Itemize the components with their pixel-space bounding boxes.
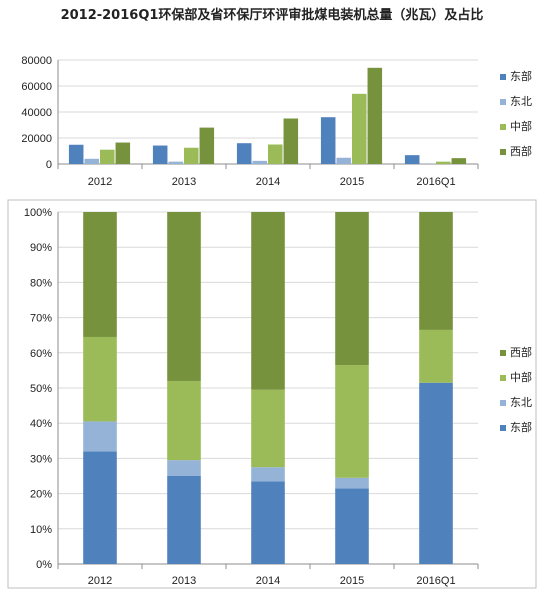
total-legend-swatch [500, 74, 506, 80]
total-legend-swatch [500, 124, 506, 130]
total-bar [268, 144, 283, 164]
total-bar [236, 143, 252, 164]
total-legend-label: 西部 [510, 144, 532, 158]
total-bar [199, 127, 215, 164]
share-legend-label: 中部 [510, 370, 532, 384]
share-bar [167, 380, 201, 461]
total-bar [336, 157, 351, 164]
share-x-tick-label: 2014 [256, 575, 280, 587]
total-bar [100, 149, 115, 164]
total-bar [320, 117, 336, 164]
total-y-tick-label: 40000 [21, 107, 52, 119]
share-bar [251, 212, 285, 390]
share-legend-label: 东北 [510, 396, 532, 409]
share-bar [419, 212, 453, 330]
share-y-tick-label: 50% [30, 383, 52, 395]
share-bar [335, 365, 369, 478]
total-bar [68, 144, 84, 164]
share-x-tick-label: 2016Q1 [416, 575, 455, 587]
chart-frame [7, 199, 537, 589]
share-y-tick-label: 100% [24, 207, 52, 219]
share-bar [83, 212, 117, 337]
total-x-tick-label: 2013 [172, 176, 196, 188]
total-bar [451, 158, 467, 164]
total-bar [84, 158, 99, 164]
total-y-tick-label: 0 [46, 159, 52, 171]
total-bar [184, 147, 199, 164]
share-bar [83, 451, 117, 564]
share-bar [167, 460, 201, 476]
total-legend-swatch [500, 99, 506, 105]
chart-title: 2012-2016Q1环保部及省环保厅环评审批煤电装机总量（兆瓦）及占比 [60, 8, 484, 23]
total-y-tick-label: 80000 [21, 55, 52, 67]
total-legend-label: 东部 [510, 69, 532, 83]
total-bar [252, 160, 267, 164]
total-bar [168, 161, 183, 164]
total-bar [283, 118, 299, 164]
share-x-tick-label: 2015 [340, 575, 364, 587]
share-bar [335, 488, 369, 564]
share-bar [419, 382, 453, 564]
total-x-tick-label: 2015 [340, 176, 364, 188]
share-legend-swatch [500, 375, 506, 381]
share-legend-swatch [500, 350, 506, 356]
share-y-tick-label: 60% [30, 348, 52, 360]
total-legend-swatch [500, 149, 506, 155]
share-y-tick-label: 90% [30, 242, 52, 254]
total-legend-label: 中部 [510, 119, 532, 133]
share-bar [167, 476, 201, 564]
share-bar [251, 389, 285, 468]
total-y-tick-label: 60000 [21, 81, 52, 93]
total-bar [115, 142, 131, 164]
share-legend-label: 东部 [510, 420, 532, 434]
total-bar [404, 155, 420, 164]
total-y-tick-label: 20000 [21, 133, 52, 145]
share-bar [83, 336, 117, 422]
share-bar [335, 212, 369, 366]
share-x-tick-label: 2012 [88, 575, 112, 587]
share-y-tick-label: 0% [36, 559, 52, 571]
share-y-tick-label: 70% [30, 313, 52, 325]
share-legend-swatch [500, 400, 506, 406]
total-bar [367, 67, 383, 164]
share-y-tick-label: 80% [30, 277, 52, 289]
share-bar [251, 481, 285, 564]
share-bar [83, 421, 117, 452]
total-bar [352, 93, 367, 164]
share-bar [251, 467, 285, 482]
share-legend-swatch [500, 425, 506, 431]
total-bar [436, 161, 451, 164]
total-bar [152, 145, 168, 164]
share-bar [419, 329, 453, 383]
share-x-tick-label: 2013 [172, 575, 196, 587]
share-y-tick-label: 30% [30, 453, 52, 465]
total-x-tick-label: 2016Q1 [416, 176, 455, 188]
total-legend-label: 东北 [510, 95, 532, 108]
total-x-tick-label: 2014 [256, 176, 280, 188]
share-legend-label: 西部 [510, 345, 532, 359]
share-y-tick-label: 40% [30, 418, 52, 430]
share-y-tick-label: 20% [30, 489, 52, 501]
share-y-tick-label: 10% [30, 524, 52, 536]
share-bar [167, 212, 201, 381]
total-x-tick-label: 2012 [88, 176, 112, 188]
share-bar [335, 477, 369, 489]
